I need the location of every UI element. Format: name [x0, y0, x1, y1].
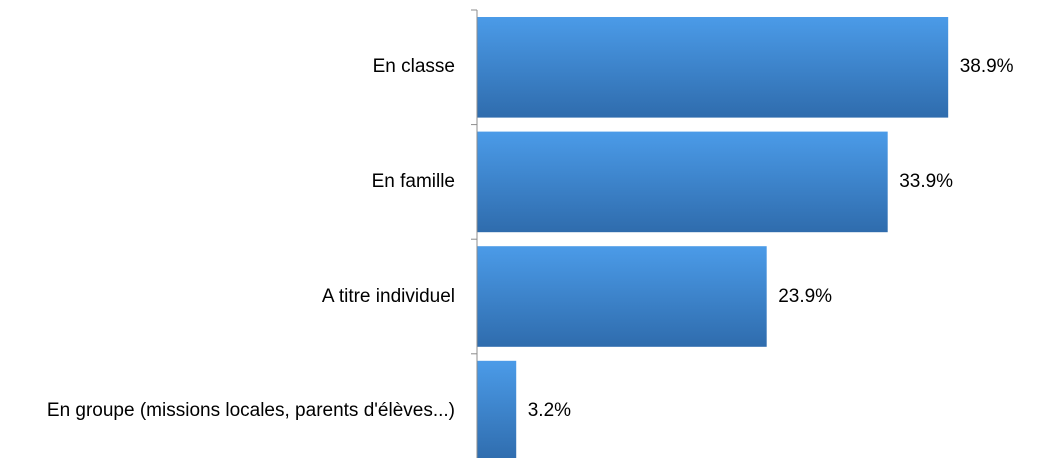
bar	[477, 131, 888, 233]
bar	[477, 246, 767, 347]
value-label: 3.2%	[527, 400, 572, 422]
bar	[477, 17, 949, 118]
category-label: En classe	[372, 56, 455, 78]
category-label: En famille	[371, 170, 455, 192]
category-label: En groupe (missions locales, parents d'é…	[46, 400, 455, 422]
value-label: 38.9%	[959, 56, 1014, 78]
category-label: A titre individuel	[321, 285, 455, 307]
value-label: 23.9%	[778, 285, 833, 307]
value-label: 33.9%	[899, 170, 954, 192]
bar	[477, 360, 517, 458]
